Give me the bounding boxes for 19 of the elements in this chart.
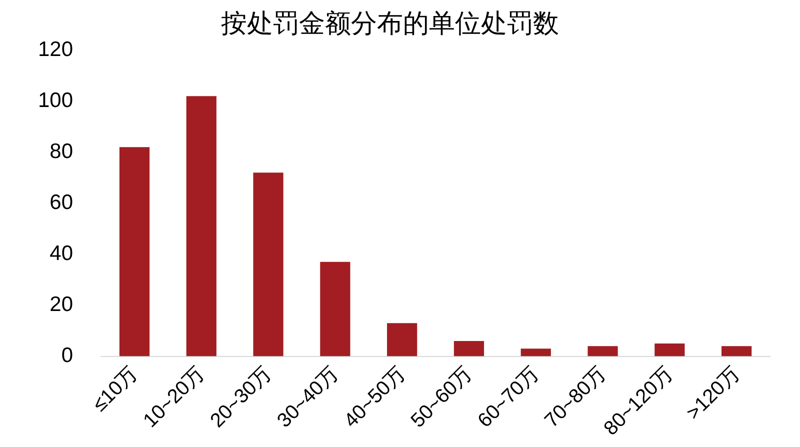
y-tick-label: 80	[50, 140, 74, 164]
bar	[654, 344, 685, 356]
bar	[520, 348, 551, 356]
y-tick-label: 100	[38, 89, 74, 112]
bar	[119, 147, 150, 356]
bar	[722, 346, 752, 356]
bar	[186, 96, 216, 356]
bar	[253, 172, 284, 356]
y-tick-label: 20	[50, 293, 74, 316]
y-tick-label: 0	[61, 344, 74, 368]
bar	[387, 323, 418, 356]
y-tick-label: 40	[50, 242, 74, 266]
x-tick-label: ≤10万	[88, 362, 142, 416]
y-tick-label: 120	[38, 38, 74, 61]
bar	[320, 262, 350, 356]
bar	[454, 341, 484, 356]
bar	[588, 346, 618, 356]
chart-title: 按处罚金额分布的单位处罚数	[221, 8, 559, 38]
y-tick-label: 60	[50, 191, 74, 214]
